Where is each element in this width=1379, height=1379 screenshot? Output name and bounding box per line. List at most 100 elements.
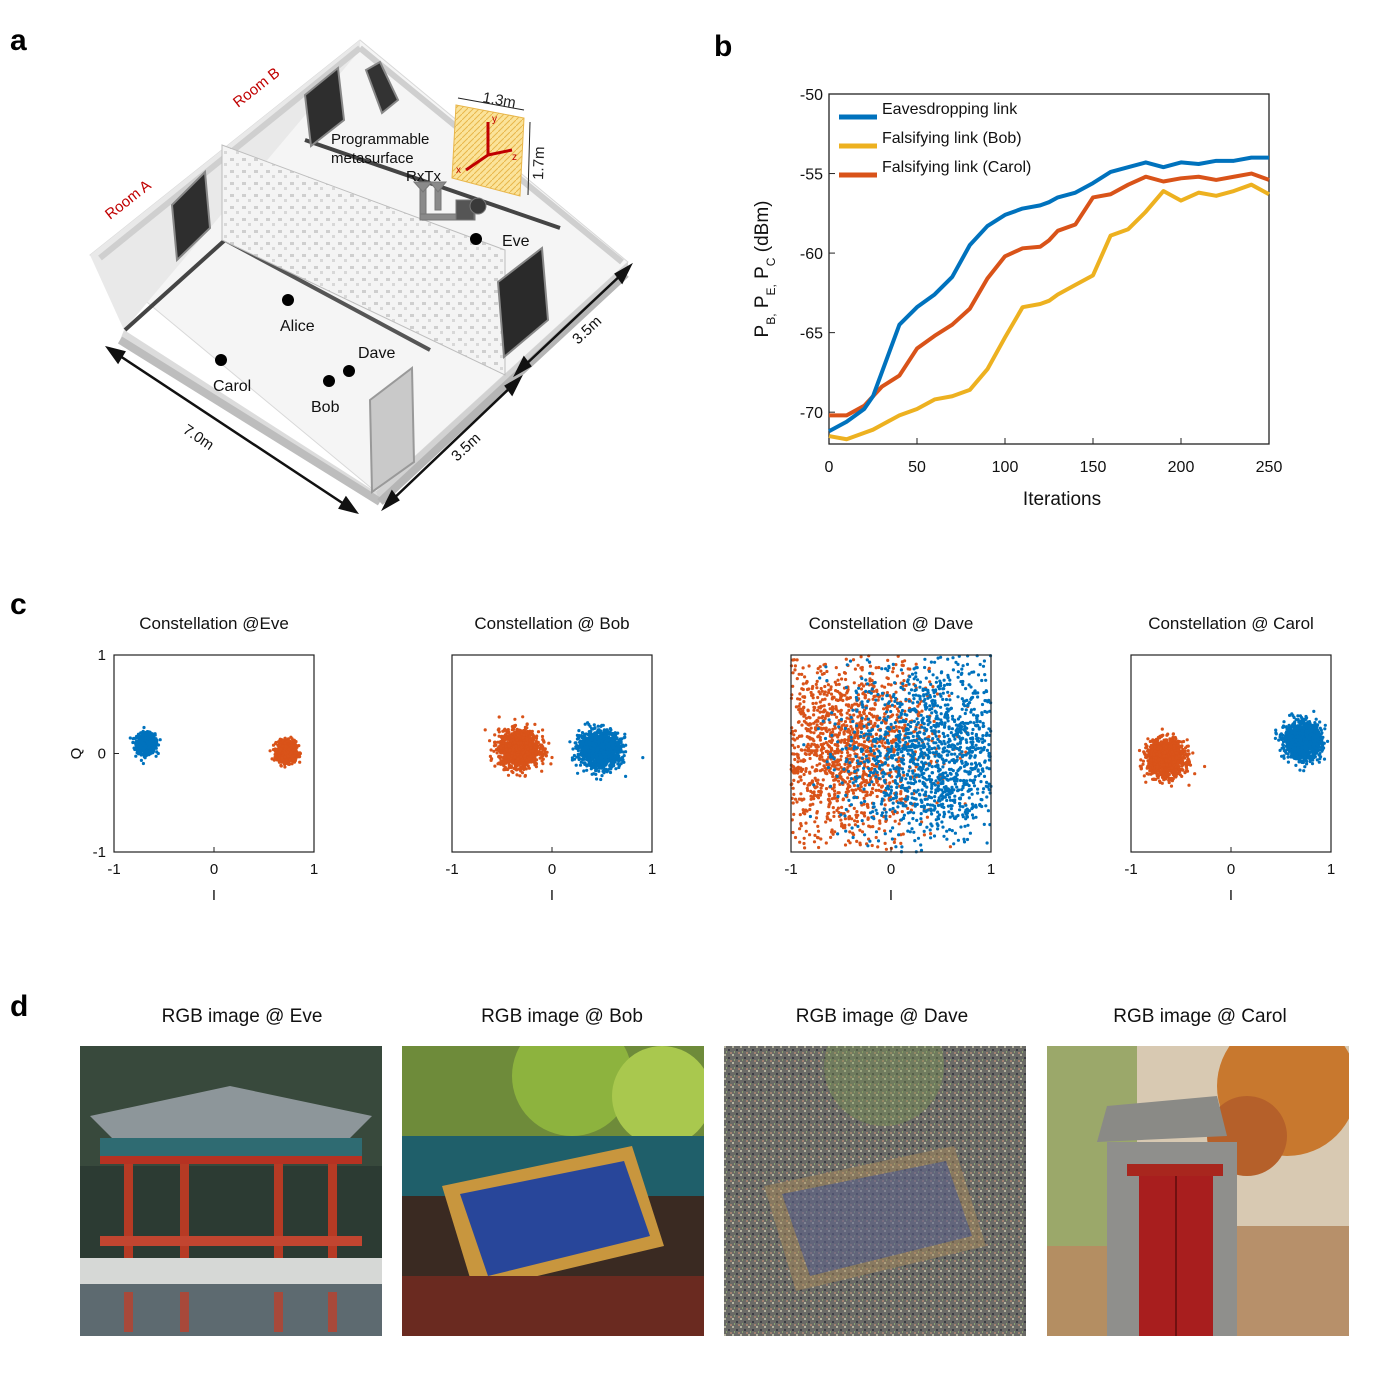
constellation-point [140,734,144,738]
constellation-point [508,748,512,752]
constellation-point [596,747,600,752]
constellation-point [295,751,299,755]
constellation-point [796,760,800,764]
constellation-point [582,755,586,759]
constellation-point [533,722,537,726]
user-bob-label: Bob [311,399,340,416]
constellation-point [589,733,594,737]
constellation-point [273,757,278,761]
constellation-point [592,760,597,764]
constellation-point [278,737,282,741]
constellation-point [288,752,292,756]
constellation-point [593,744,597,748]
constellation-point [582,738,586,742]
constellation-point [494,748,498,752]
constellation-point [274,740,278,745]
constellation-point [550,755,554,760]
constellation-point [142,749,146,753]
constellation-point [283,741,287,745]
constellation-point [597,764,601,768]
constellation-point [598,754,602,758]
constellation-point [591,747,596,751]
constellation-point [605,750,609,754]
constellation-point [513,717,517,721]
constellation-point [492,749,496,753]
constellation-point [509,759,514,764]
panel-letter-c: c [10,588,27,621]
constellation-points [128,725,302,769]
metasurface-label-line1: Programmable [331,131,429,148]
length-label: 7.0m [180,421,217,454]
constellation-point [496,762,500,766]
constellation-point [607,738,611,742]
constellation-point [507,744,511,748]
constellation-point [883,829,887,833]
constellation-point [797,720,801,724]
constellation-point [502,767,506,772]
constellation-point [875,764,879,768]
constellation-point [872,724,877,728]
constellation-point [576,749,580,753]
window-room-b-2 [364,60,400,115]
constellation-point [804,716,808,720]
constellation-point [799,759,803,763]
constellation-point [506,773,511,777]
y-axis-label: PB, PE, PC (dBm) [752,201,778,338]
constellation-point [577,757,581,762]
constellation-point [616,752,620,756]
constellation-point [587,757,591,762]
constellation-title: Constellation @Eve [139,614,289,633]
y-tick-label: -55 [800,167,823,184]
constellation-point [826,683,830,687]
constellation-point [889,683,893,687]
legend-label-2: Falsifying link (Carol) [882,159,1031,176]
constellation-point [155,740,159,744]
constellation-series-1 [568,721,645,782]
panel-letter-b: b [714,30,733,63]
constellation-title: Constellation @ Bob [474,614,629,633]
constellation-point [526,747,530,751]
constellation-point [853,819,857,823]
constellation-point [495,751,499,755]
plot-frame [828,93,1270,445]
constellation-point [158,738,162,742]
constellation-point [622,750,626,754]
constellation-point [590,751,594,755]
constellation-point [580,736,584,740]
constellation-point [613,737,618,741]
constellation-point [289,740,293,744]
constellation-point [284,758,289,762]
constellation-point [574,741,578,745]
constellation-point [499,759,503,763]
constellation-point [587,722,591,727]
constellation-point [521,715,525,719]
constellation-point [528,733,532,738]
constellation-point [619,749,623,753]
constellation-point [141,761,145,766]
panel-letter-a: a [10,24,27,57]
constellation-point [286,762,290,766]
constellation-point [520,762,524,766]
constellation-point [525,737,529,741]
constellation-point [835,715,839,719]
user-alice-dot [282,294,294,306]
constellation-point [601,723,605,727]
constellation-point [154,754,158,758]
x-tick-label: 250 [1256,459,1283,476]
constellation-point [139,744,143,748]
constellation-point [620,756,624,760]
constellation-point [538,747,542,751]
constellation-point [874,835,878,840]
legend-label-1: Falsifying link (Bob) [882,130,1022,147]
constellation-point [502,738,506,742]
constellation-point [151,751,155,755]
constellation-point [595,777,599,781]
constellation-point [533,745,537,749]
constellation-series-0 [483,715,554,778]
constellation-point [791,658,795,662]
constellation-series-1 [268,735,302,769]
constellation-point [278,760,282,764]
constellation-point [594,768,598,772]
constellation-point [871,773,875,777]
constellation-point [602,768,606,772]
